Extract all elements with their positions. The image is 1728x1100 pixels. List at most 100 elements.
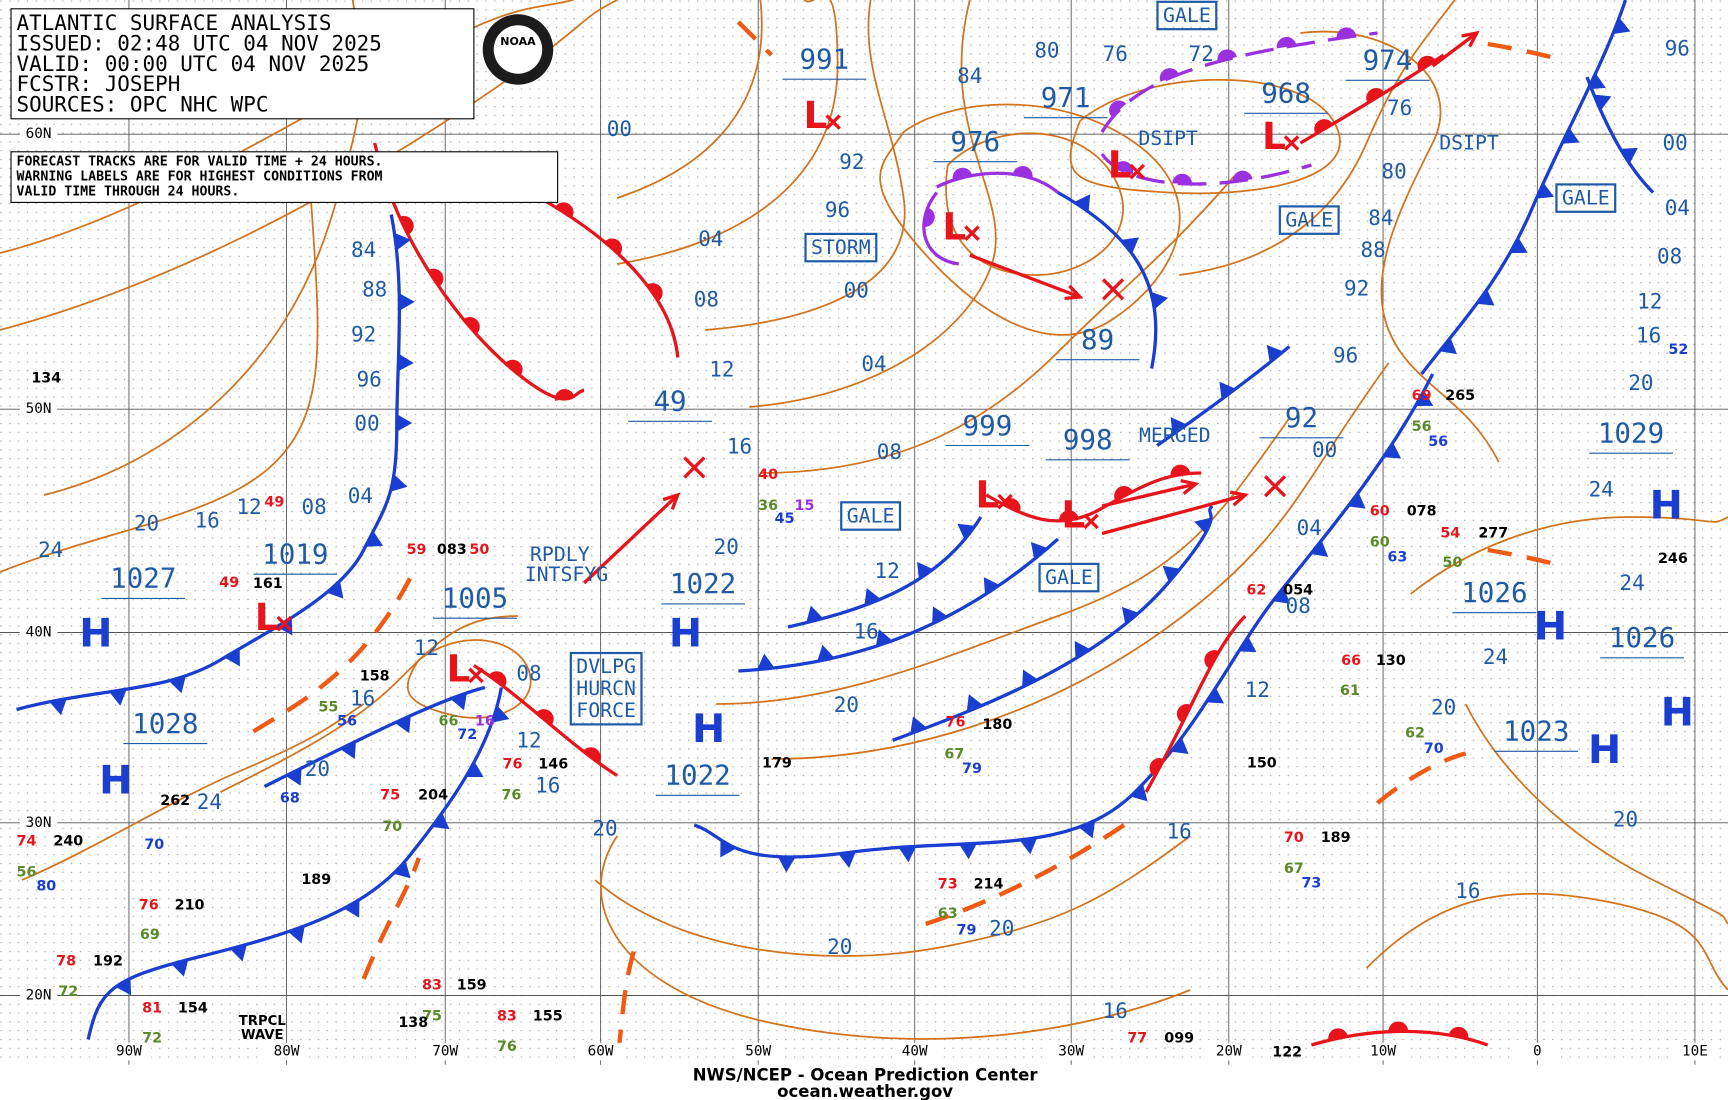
lon-label: 40W: [902, 1044, 928, 1060]
low-center: L: [1108, 143, 1132, 187]
cold-triangle: [1162, 565, 1181, 583]
lines-layer: [0, 0, 1728, 1065]
isobar: [616, 0, 839, 265]
station-value: 180: [982, 717, 1012, 733]
station-value: 69: [1412, 388, 1432, 404]
warm-semicircle: [604, 238, 623, 255]
front-symbol: [1509, 237, 1528, 254]
station-value: 134: [31, 370, 61, 386]
isobar-label: 08: [516, 661, 541, 685]
station-value: 76: [502, 757, 522, 773]
front-symbol: [952, 167, 973, 180]
isobar-label: 76: [1103, 42, 1128, 66]
station-value: 210: [175, 897, 205, 913]
low-center-x: [468, 667, 484, 684]
station-value: 192: [93, 953, 123, 969]
front-symbol: [450, 692, 467, 711]
cold-triangle: [326, 581, 344, 599]
low-center: L: [942, 204, 966, 248]
warm-semicircle: [1448, 1026, 1469, 1039]
front-symbol: [1170, 464, 1191, 476]
cold-triangle: [168, 676, 186, 694]
cold-triangle: [396, 414, 413, 432]
isobar-label: 04: [1665, 196, 1690, 220]
cold-triangle: [917, 561, 934, 580]
warm-semicircle: [1176, 704, 1192, 723]
storm-track: [1431, 31, 1478, 68]
cold-triangle: [932, 606, 948, 625]
station-value: 79: [957, 923, 977, 939]
isobar: [406, 639, 532, 719]
isobar-label: 20: [834, 693, 859, 717]
cold-front: [738, 537, 1060, 673]
cold-triangle: [1151, 292, 1169, 310]
isobar-label: 04: [861, 352, 886, 376]
cold-triangle: [1509, 237, 1528, 254]
front-symbol: [1448, 1026, 1469, 1039]
station-value: 78: [56, 953, 76, 969]
cold-triangle: [171, 959, 189, 977]
cold-triangle: [959, 843, 977, 860]
warm-semicircle: [428, 268, 444, 287]
station-value: 63: [938, 906, 958, 922]
front-symbol: [923, 207, 935, 227]
station-value: 122: [1272, 1045, 1302, 1061]
high-center: H: [1650, 483, 1683, 529]
storm-track: [1101, 493, 1246, 536]
isobar-label: 84: [1368, 206, 1393, 230]
isobar: [705, 0, 906, 331]
station-value: 67: [1284, 861, 1304, 877]
station-value: 54: [1440, 526, 1460, 542]
isobar-label: 92: [1344, 276, 1369, 300]
station-value: 150: [1247, 755, 1277, 771]
station-value: 83: [497, 1008, 517, 1024]
warm-semicircle: [504, 359, 523, 376]
station-value: 155: [533, 1008, 563, 1024]
warm-semicircle: [1366, 88, 1385, 104]
front-symbol: [757, 653, 775, 670]
low-center-x: [964, 225, 980, 241]
warm-semicircle: [1059, 510, 1079, 523]
logo-inner: [493, 25, 543, 74]
isobar-label: 16: [535, 774, 560, 798]
center-pressure: 1029: [1598, 418, 1664, 450]
front-symbol: [488, 671, 507, 688]
front-symbol: [1130, 784, 1148, 802]
isobar-label: 08: [1657, 244, 1682, 268]
occluded-symbol: [1109, 100, 1127, 118]
warm-semicircle: [399, 215, 414, 235]
isobar: [716, 417, 1291, 705]
isobar-label: 12: [1245, 678, 1270, 702]
cold-triangle: [1022, 669, 1038, 688]
center-pressure: 968: [1261, 78, 1311, 110]
front-symbol: [224, 648, 240, 667]
lon-label: 20W: [1216, 1044, 1242, 1060]
front-symbol: [1238, 636, 1257, 653]
front-symbol: [817, 644, 835, 662]
low-center: L: [975, 473, 999, 517]
front-symbol: [1162, 565, 1181, 583]
header-line: FCSTR: JOSEPH: [17, 72, 181, 96]
isobar-label: 12: [709, 358, 734, 382]
front-symbol: [365, 531, 384, 547]
isobar-label: 16: [1636, 324, 1661, 348]
note-line: WARNING LABELS ARE FOR HIGHEST CONDITION…: [17, 170, 383, 185]
track-arrowhead: [662, 492, 681, 510]
isobar-label: 16: [727, 435, 752, 459]
isobar: [1464, 703, 1728, 925]
front-symbol: [288, 925, 305, 944]
front-symbol: [1310, 540, 1329, 557]
occluded-symbol: [1217, 49, 1237, 62]
high-center: H: [79, 610, 112, 656]
front-symbol: [1593, 94, 1612, 111]
cold-triangle: [394, 715, 411, 734]
cold-triangle: [1238, 636, 1257, 653]
warm-semicircle: [582, 747, 601, 764]
occluded-symbol: [923, 207, 935, 227]
front-symbol: [465, 761, 484, 778]
cold-triangle: [390, 474, 408, 492]
lat-label: 40N: [26, 625, 52, 641]
isobar-label: 72: [1189, 42, 1214, 66]
